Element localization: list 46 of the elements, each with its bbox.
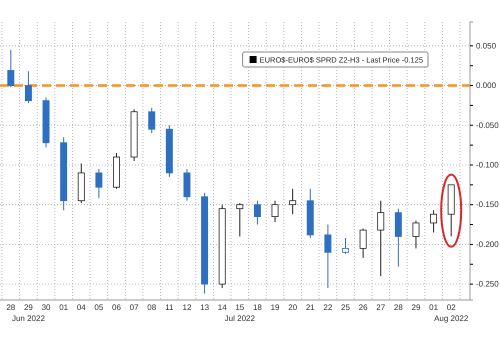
x-tick-label: 07 — [130, 303, 140, 312]
candlestick — [7, 49, 14, 88]
x-tick-label: 20 — [288, 303, 298, 312]
candlestick — [377, 200, 384, 277]
x-tick-label: 13 — [200, 303, 210, 312]
x-tick-label: 29 — [412, 303, 421, 312]
x-tick-label: 11 — [165, 303, 174, 312]
x-tick-label: 28 — [6, 303, 16, 312]
y-tick-label: -0.200 — [476, 240, 500, 249]
x-tick-label: 04 — [76, 303, 86, 312]
x-tick-label: 18 — [252, 303, 262, 312]
candlestick — [24, 70, 32, 104]
x-tick-label: 30 — [42, 303, 52, 312]
x-tick-label: 14 — [218, 303, 228, 312]
candlestick — [360, 228, 367, 258]
candlestick — [272, 200, 279, 223]
y-tick-label: -0.150 — [476, 200, 500, 210]
x-tick-label: 01 — [429, 303, 439, 312]
x-tick-label: 25 — [341, 303, 350, 312]
x-tick-label: 28 — [394, 303, 404, 312]
candlestick — [342, 238, 349, 254]
x-tick-label: 05 — [94, 303, 104, 312]
candlestick — [394, 208, 402, 268]
candlestick — [236, 202, 244, 237]
candlestick — [148, 107, 156, 134]
x-tick-label: 26 — [358, 303, 368, 312]
x-tick-label: 12 — [182, 303, 192, 312]
candlestick — [289, 188, 296, 215]
candlestick — [324, 224, 332, 289]
candlestick — [254, 200, 261, 226]
y-tick-label: -0.050 — [476, 120, 500, 130]
y-tick-label: 0.000 — [476, 81, 497, 90]
candlestick — [95, 168, 102, 199]
x-tick-label: 19 — [270, 303, 280, 312]
x-tick-label: 06 — [112, 303, 122, 312]
y-tick-label: 0.050 — [476, 41, 497, 50]
y-tick-label: -0.250 — [476, 280, 500, 289]
candlestick — [183, 168, 190, 202]
x-tick-label: 21 — [306, 303, 316, 312]
x-tick-label: 01 — [59, 303, 69, 312]
x-tick-label: 08 — [147, 303, 157, 312]
x-tick-label: 27 — [376, 303, 386, 312]
candlestick — [412, 220, 420, 249]
candlestick — [430, 210, 438, 233]
y-tick-label: -0.100 — [476, 160, 500, 170]
x-tick-label: 22 — [323, 303, 333, 312]
